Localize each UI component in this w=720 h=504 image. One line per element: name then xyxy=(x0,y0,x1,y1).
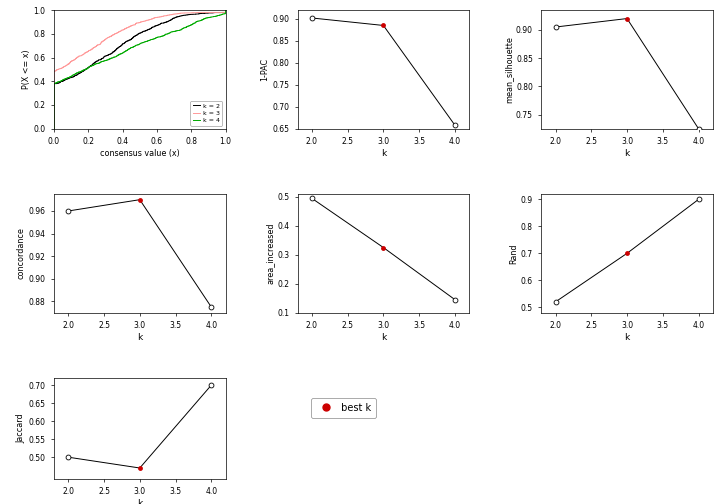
Y-axis label: Jaccard: Jaccard xyxy=(17,414,26,443)
X-axis label: k: k xyxy=(137,499,143,504)
X-axis label: k: k xyxy=(381,333,386,342)
X-axis label: k: k xyxy=(381,149,386,158)
Y-axis label: concordance: concordance xyxy=(17,227,26,279)
X-axis label: k: k xyxy=(624,333,630,342)
Y-axis label: P(X <= x): P(X <= x) xyxy=(22,49,31,89)
Y-axis label: Rand: Rand xyxy=(509,243,518,264)
X-axis label: k: k xyxy=(624,149,630,158)
Legend: k = 2, k = 3, k = 4: k = 2, k = 3, k = 4 xyxy=(190,101,222,125)
Y-axis label: 1-PAC: 1-PAC xyxy=(261,58,269,81)
X-axis label: consensus value (x): consensus value (x) xyxy=(100,149,180,158)
Y-axis label: mean_silhouette: mean_silhouette xyxy=(504,36,513,103)
Y-axis label: area_increased: area_increased xyxy=(266,223,274,284)
Legend:  best k: best k xyxy=(311,398,377,418)
X-axis label: k: k xyxy=(137,333,143,342)
